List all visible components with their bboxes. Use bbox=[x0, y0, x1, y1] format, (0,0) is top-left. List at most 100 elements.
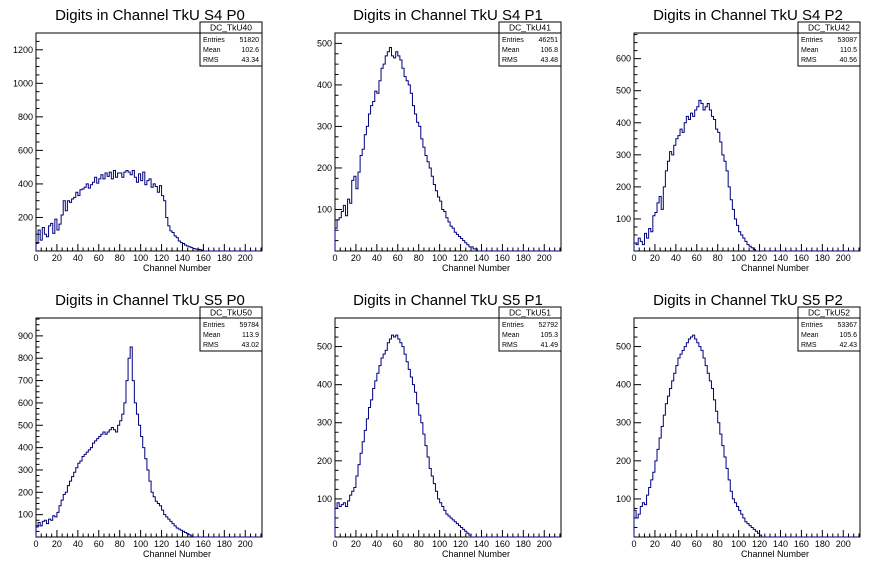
stats-histogram-name: DC_TkU51 bbox=[509, 308, 551, 318]
x-tick-label: 140 bbox=[773, 539, 788, 549]
x-tick-label: 100 bbox=[133, 539, 148, 549]
plot-frame bbox=[334, 32, 562, 252]
x-tick-label: 20 bbox=[650, 539, 660, 549]
x-tick-label: 180 bbox=[516, 253, 531, 263]
stats-label-rms: RMS bbox=[203, 342, 219, 349]
x-tick-label: 40 bbox=[73, 539, 83, 549]
stats-histogram-name: DC_TkU50 bbox=[210, 308, 252, 318]
x-tick-label: 200 bbox=[537, 253, 552, 263]
stats-value-entries: 53367 bbox=[838, 322, 858, 329]
x-tick-label: 80 bbox=[414, 539, 424, 549]
x-tick-label: 140 bbox=[474, 539, 489, 549]
y-tick-label: 400 bbox=[317, 80, 332, 90]
stats-box bbox=[199, 306, 263, 352]
stats-label-rms: RMS bbox=[801, 342, 817, 349]
x-tick-label: 20 bbox=[52, 253, 62, 263]
x-tick-label: 160 bbox=[794, 253, 809, 263]
stats-label-mean: Mean bbox=[203, 332, 221, 339]
x-tick-label: 140 bbox=[773, 253, 788, 263]
x-tick-label: 200 bbox=[836, 253, 851, 263]
stats-label-mean: Mean bbox=[801, 47, 819, 54]
x-tick-label: 100 bbox=[133, 253, 148, 263]
y-tick-label: 600 bbox=[616, 54, 631, 64]
stats-histogram-name: DC_TkU41 bbox=[509, 23, 551, 33]
x-tick-label: 60 bbox=[692, 253, 702, 263]
y-tick-label: 300 bbox=[317, 418, 332, 428]
stats-box bbox=[797, 21, 861, 67]
x-tick-label: 180 bbox=[815, 253, 830, 263]
stats-label-rms: RMS bbox=[801, 57, 817, 64]
y-tick-label: 900 bbox=[18, 331, 33, 341]
y-tick-label: 100 bbox=[317, 494, 332, 504]
y-tick-label: 100 bbox=[616, 214, 631, 224]
stats-label-entries: Entries bbox=[801, 322, 823, 329]
stats-label-entries: Entries bbox=[502, 37, 524, 44]
x-tick-label: 100 bbox=[432, 539, 447, 549]
x-tick-label: 180 bbox=[516, 539, 531, 549]
stats-label-entries: Entries bbox=[801, 37, 823, 44]
x-tick-label: 40 bbox=[671, 539, 681, 549]
x-tick-label: 60 bbox=[692, 539, 702, 549]
stats-label-entries: Entries bbox=[203, 322, 225, 329]
y-tick-label: 300 bbox=[616, 418, 631, 428]
x-tick-label: 80 bbox=[713, 253, 723, 263]
y-tick-label: 300 bbox=[317, 121, 332, 131]
stats-label-rms: RMS bbox=[203, 57, 219, 64]
stats-label-mean: Mean bbox=[801, 332, 819, 339]
y-tick-label: 200 bbox=[616, 182, 631, 192]
y-tick-label: 400 bbox=[616, 118, 631, 128]
plot-frame bbox=[334, 317, 562, 538]
stats-value-entries: 51820 bbox=[240, 37, 260, 44]
x-tick-label: 100 bbox=[731, 253, 746, 263]
y-tick-label: 700 bbox=[18, 376, 33, 386]
y-tick-label: 600 bbox=[18, 145, 33, 155]
stats-label-mean: Mean bbox=[203, 47, 221, 54]
y-tick-label: 500 bbox=[317, 38, 332, 48]
stats-label-entries: Entries bbox=[203, 37, 225, 44]
x-tick-label: 20 bbox=[650, 253, 660, 263]
stats-value-rms: 40.56 bbox=[839, 57, 857, 64]
histogram-panel-1: Digits in Channel TkU S4 P1 0 20 40 60 80 100 1… bbox=[317, 7, 562, 273]
x-tick-label: 0 bbox=[332, 253, 337, 263]
panel-title: Digits in Channel TkU S5 P0 bbox=[55, 292, 245, 309]
panel-title: Digits in Channel TkU S5 P1 bbox=[353, 292, 543, 309]
y-tick-label: 200 bbox=[317, 456, 332, 466]
x-tick-label: 20 bbox=[52, 539, 62, 549]
x-tick-label: 0 bbox=[332, 539, 337, 549]
stats-value-entries: 59784 bbox=[240, 322, 260, 329]
panel-title: Digits in Channel TkU S4 P1 bbox=[353, 7, 543, 24]
y-tick-label: 200 bbox=[18, 212, 33, 222]
y-tick-label: 100 bbox=[18, 510, 33, 520]
x-tick-label: 0 bbox=[631, 539, 636, 549]
x-tick-label: 100 bbox=[731, 539, 746, 549]
x-tick-label: 200 bbox=[238, 253, 253, 263]
x-tick-label: 140 bbox=[474, 253, 489, 263]
x-tick-label: 40 bbox=[671, 253, 681, 263]
x-axis-label: Channel Number bbox=[442, 549, 510, 559]
x-axis-label: Channel Number bbox=[741, 263, 809, 273]
y-tick-label: 100 bbox=[317, 204, 332, 214]
x-tick-label: 100 bbox=[432, 253, 447, 263]
x-tick-label: 120 bbox=[752, 253, 767, 263]
histogram-series bbox=[633, 99, 860, 252]
x-tick-label: 40 bbox=[372, 539, 382, 549]
x-tick-label: 60 bbox=[94, 253, 104, 263]
histogram-series bbox=[633, 334, 860, 538]
stats-histogram-name: DC_TkU52 bbox=[808, 308, 850, 318]
x-tick-label: 140 bbox=[175, 539, 190, 549]
stats-box bbox=[498, 21, 562, 67]
histogram-panel-4: Digits in Channel TkU S5 P1 0 20 40 60 80 100 1… bbox=[317, 292, 562, 559]
x-tick-label: 180 bbox=[217, 539, 232, 549]
y-tick-label: 1000 bbox=[13, 78, 33, 88]
panel-title: Digits in Channel TkU S4 P0 bbox=[55, 7, 245, 24]
stats-histogram-name: DC_TkU40 bbox=[210, 23, 252, 33]
stats-value-rms: 43.34 bbox=[241, 57, 259, 64]
x-tick-label: 120 bbox=[453, 539, 468, 549]
y-tick-label: 600 bbox=[18, 398, 33, 408]
y-tick-label: 400 bbox=[18, 179, 33, 189]
x-tick-label: 160 bbox=[794, 539, 809, 549]
x-tick-label: 120 bbox=[752, 539, 767, 549]
x-tick-label: 160 bbox=[196, 539, 211, 549]
x-tick-label: 20 bbox=[351, 253, 361, 263]
x-tick-label: 160 bbox=[495, 539, 510, 549]
